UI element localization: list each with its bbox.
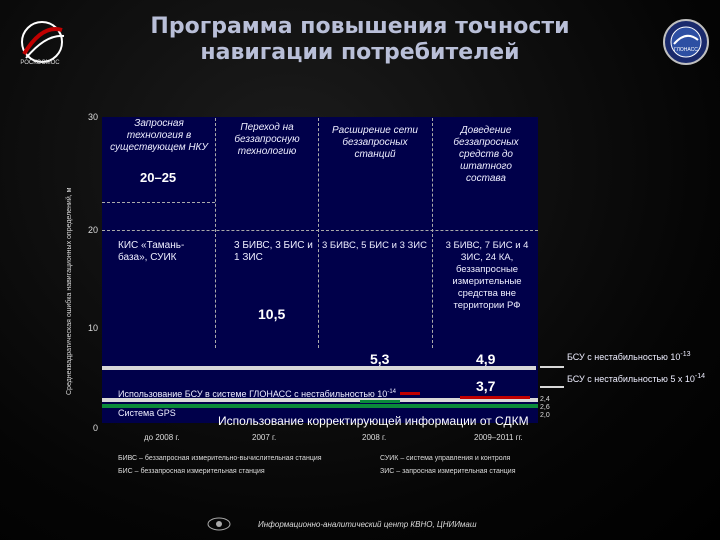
legend-zis: ЗИС – запросная измерительная станция	[380, 468, 516, 475]
x-label-3: 2008 г.	[362, 433, 387, 442]
x-label-1: до 2008 г.	[144, 433, 180, 442]
svg-text:ГЛОНАСС: ГЛОНАСС	[674, 47, 698, 53]
right-value-1: 2,4	[540, 396, 550, 403]
value-label-4-9: 4,9	[476, 351, 496, 367]
bsu-right-label-2: БСУ с нестабильностью 5 х 10-14	[567, 373, 706, 384]
right-values: 2,4 2,6 2,0	[540, 396, 550, 420]
y-tick-20: 20	[87, 225, 98, 235]
bsu-pointer-2	[540, 386, 564, 388]
y-tick-10: 10	[87, 323, 98, 333]
bsu-glonass-label: Использование БСУ в системе ГЛОНАСС с не…	[118, 389, 396, 399]
column-3-header: Расширение сети беззапросных станций	[332, 125, 418, 160]
chart-plot-area	[102, 117, 538, 423]
column-divider-3	[432, 118, 433, 348]
gps-green-bar	[102, 404, 538, 408]
column-1-header: Запросная технология в существующем НКУ	[110, 118, 208, 153]
legend-suik: СУИК – система управления и контроля	[380, 455, 511, 462]
bsu-right-label-1: БСУ с нестабильностью 10-13	[567, 351, 691, 362]
value-label-5-3: 5,3	[370, 351, 390, 367]
right-value-2: 2,6	[540, 404, 550, 411]
page-title: Программа повышения точности навигации п…	[120, 14, 600, 66]
column-4-header: Доведение беззапросных средств до штатно…	[453, 125, 519, 184]
red-segment-2	[460, 396, 530, 399]
roscosmos-logo-text: РОСКОСМОС	[20, 60, 60, 66]
column-3-composition: 3 БИВС, 5 БИС и 3 ЗИС	[322, 240, 427, 251]
red-segment-1	[400, 392, 420, 395]
roscosmos-logo	[21, 21, 65, 63]
glonass-emblem: ГЛОНАСС	[663, 19, 709, 65]
gridline-20	[102, 230, 538, 231]
bsu-pointer-1	[540, 366, 564, 368]
legend-biws: БИВС – беззапросная измерительно-вычисли…	[118, 455, 322, 462]
column-1-range: 20–25	[140, 170, 177, 185]
right-value-3: 2,0	[540, 412, 550, 419]
y-axis-label: Среднеквадратическая ошибка навигационны…	[66, 187, 73, 395]
legend-bis: БИС – беззапросная измерительная станция	[118, 468, 265, 475]
range-line-top	[102, 202, 215, 203]
green-step	[360, 400, 400, 403]
x-label-2: 2007 г.	[252, 433, 277, 442]
gps-label: Система GPS	[118, 408, 176, 418]
title-line-2: навигации потребителей	[200, 40, 520, 65]
y-tick-30: 30	[87, 112, 98, 122]
column-2-header: Переход на беззапросную технологию	[234, 122, 300, 157]
footer-orbit-icon	[207, 517, 231, 531]
title-line-1: Программа повышения точности	[150, 14, 570, 39]
bsu-glonass-bar-ext	[402, 366, 536, 370]
upper-white-line	[102, 398, 538, 402]
column-divider-1	[215, 118, 216, 348]
sdkm-label: Использование корректирующей информации …	[218, 414, 529, 428]
x-label-4: 2009–2011 гг.	[474, 433, 523, 442]
footer-text: Информационно-аналитический центр КВНО, …	[258, 520, 477, 529]
value-label-10-5: 10,5	[258, 306, 286, 322]
column-2-composition: 3 БИВС, 3 БИС и 1 ЗИС	[234, 240, 313, 263]
column-4-composition: 3 БИВС, 7 БИС и 4 ЗИС, 24 КА, беззапросн…	[445, 240, 529, 311]
column-1-composition: КИС «Тамань-база», СУИК	[118, 240, 185, 263]
bsu-glonass-bar	[102, 366, 402, 370]
value-label-3-7: 3,7	[476, 378, 496, 394]
column-divider-2	[318, 118, 319, 348]
y-tick-0: 0	[92, 423, 98, 433]
